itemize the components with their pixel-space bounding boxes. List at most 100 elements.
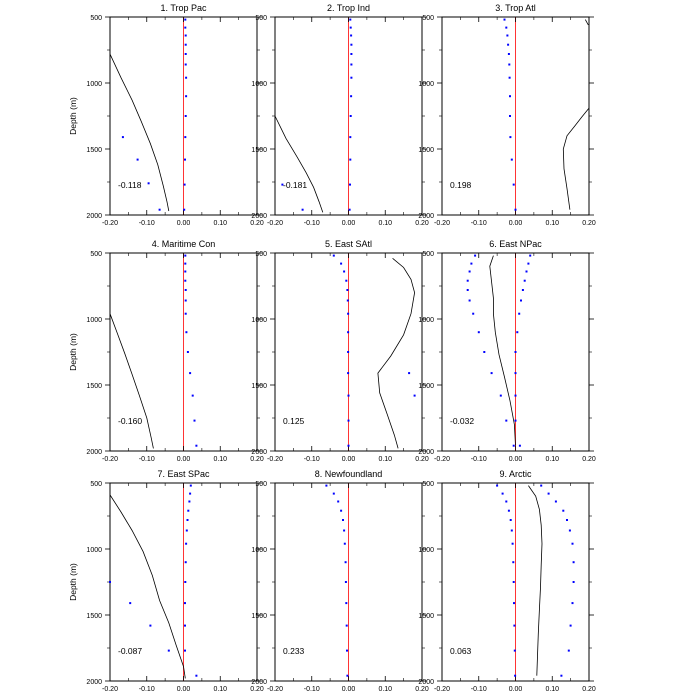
x-tick-label: -0.20	[102, 686, 118, 693]
data-point	[468, 299, 471, 302]
data-point	[345, 624, 348, 627]
data-point	[301, 208, 304, 211]
x-tick-label: 0.20	[250, 686, 264, 693]
x-tick-label: 0.00	[509, 456, 523, 463]
data-point	[343, 270, 346, 273]
data-point	[529, 254, 532, 257]
data-point	[183, 183, 186, 186]
data-point	[185, 331, 188, 334]
data-point	[332, 492, 335, 495]
data-point	[184, 63, 187, 66]
x-tick-label: -0.10	[471, 686, 487, 693]
x-tick-label: 0.20	[250, 456, 264, 463]
panel-title: 9. Arctic	[499, 469, 532, 479]
data-point	[184, 649, 186, 652]
y-tick-label: 1500	[418, 613, 434, 620]
data-point	[184, 262, 187, 265]
y-tick-label: 1000	[86, 547, 102, 554]
panel-3: 3. Trop Atl -0.20 -0.10 0.00 0.10 0.20 500 1000…	[418, 3, 595, 227]
data-point	[540, 484, 543, 487]
panel-value: -0.087	[118, 646, 142, 656]
data-point	[350, 95, 353, 98]
data-point	[184, 270, 187, 273]
y-tick-label: 1000	[251, 317, 267, 324]
panel-title: 6. East NPac	[489, 239, 542, 249]
x-tick-label: 0.00	[342, 456, 356, 463]
data-point	[466, 289, 469, 291]
data-point	[509, 115, 511, 117]
data-point	[340, 509, 343, 512]
x-tick-label: -0.20	[267, 456, 283, 463]
y-tick-label: 500	[422, 251, 434, 258]
panel-9: 9. Arctic -0.20 -0.10 0.00 0.10 0.20 500 1000 15…	[418, 469, 595, 693]
data-point	[349, 136, 352, 139]
x-tick-label: 0.20	[582, 686, 596, 693]
data-point	[184, 18, 187, 21]
data-point	[158, 208, 161, 211]
panel-value: 0.063	[450, 646, 472, 656]
x-tick-label: -0.20	[434, 686, 450, 693]
profile-curve	[110, 313, 154, 449]
data-point	[184, 581, 187, 583]
data-point	[184, 312, 187, 315]
panel-5: 5. East SAtl -0.20 -0.10 0.00 0.10 0.20 500 100…	[251, 239, 428, 463]
x-tick-label: 0.20	[415, 220, 429, 227]
data-point	[572, 561, 575, 564]
y-tick-label: 1500	[86, 613, 102, 620]
x-tick-label: 0.10	[378, 456, 392, 463]
data-point	[340, 262, 343, 265]
data-point	[567, 649, 570, 652]
panel-title: 5. East SAtl	[325, 239, 372, 249]
data-point	[184, 624, 186, 627]
data-point	[513, 649, 516, 652]
data-point	[167, 649, 170, 652]
data-point	[184, 43, 187, 46]
y-tick-label: 1500	[418, 147, 434, 154]
profile-curve	[275, 115, 324, 213]
y-tick-label: 1500	[251, 613, 267, 620]
profile-curve	[110, 53, 170, 212]
panel-value: -0.118	[118, 180, 142, 190]
data-point	[571, 542, 574, 545]
data-point	[509, 519, 512, 521]
data-point	[347, 419, 350, 422]
panel-title: 8. Newfoundland	[315, 469, 383, 479]
x-tick-label: 0.10	[545, 686, 559, 693]
data-point	[184, 53, 187, 55]
x-tick-label: 0.10	[545, 456, 559, 463]
x-tick-label: 0.00	[177, 686, 191, 693]
data-point	[514, 394, 517, 397]
data-point	[349, 26, 352, 29]
data-point	[499, 394, 502, 397]
data-point	[572, 581, 575, 583]
data-point	[571, 602, 574, 605]
y-tick-label: 1000	[251, 547, 267, 554]
data-point	[509, 136, 512, 139]
panel-7: 7. East SPac -0.20 -0.10 0.00 0.10 0.20 500 100…	[68, 469, 264, 693]
data-point	[512, 561, 515, 564]
data-point	[188, 500, 191, 503]
data-point	[346, 674, 349, 677]
data-point	[343, 529, 346, 532]
panel-2: 2. Trop Ind -0.20 -0.10 0.00 0.10 0.20 500 1000…	[251, 3, 428, 227]
data-point	[347, 372, 350, 375]
data-point	[183, 208, 186, 211]
profile-curve	[110, 494, 186, 679]
y-tick-label: 500	[90, 251, 102, 258]
data-point	[547, 492, 550, 495]
data-point	[347, 351, 350, 353]
data-point	[518, 312, 521, 315]
x-tick-label: 0.20	[415, 686, 429, 693]
profile-curve	[377, 257, 416, 449]
x-tick-label: -0.10	[304, 686, 320, 693]
data-point	[184, 299, 187, 302]
data-point	[184, 158, 186, 161]
data-point	[129, 602, 132, 605]
data-point	[527, 262, 530, 265]
data-point	[505, 26, 508, 29]
data-point	[349, 158, 352, 161]
panel-value: -0.032	[450, 416, 474, 426]
data-point	[184, 561, 187, 564]
data-point	[147, 182, 150, 185]
data-point	[525, 270, 528, 273]
